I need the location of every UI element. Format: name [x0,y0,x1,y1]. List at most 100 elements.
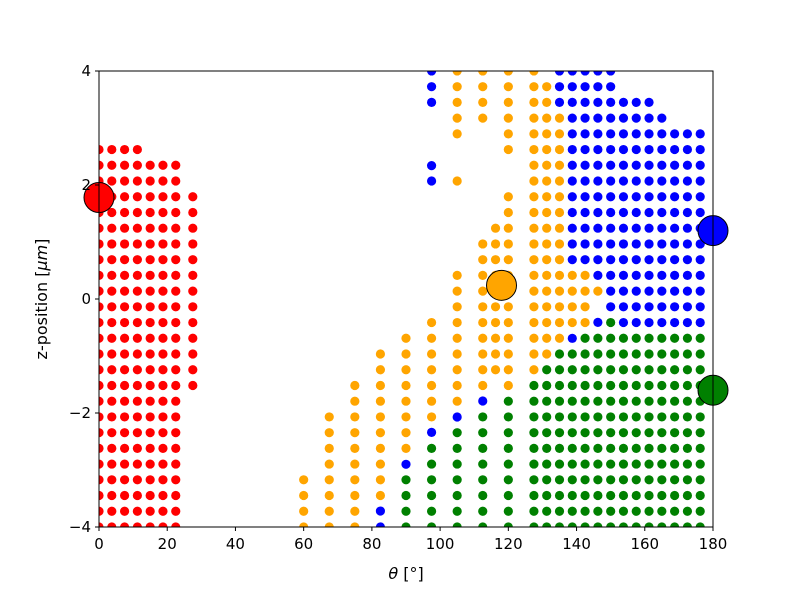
blue-point [631,192,641,202]
red-point [107,144,117,155]
red-point [99,144,104,155]
orange-point [299,490,309,501]
green-point [593,380,603,391]
blue-point [682,302,693,312]
blue-point [682,160,693,170]
blue-point [593,144,603,155]
green-point [554,475,565,485]
orange-point [554,207,565,218]
blue-point [657,192,667,202]
orange-point [375,475,386,485]
blue-point [593,317,603,327]
blue-point [695,286,705,296]
blue-point [682,239,693,249]
green-point [401,522,411,527]
blue-point [580,97,590,108]
blue-point [657,129,667,139]
green-point [580,443,590,453]
green-point [618,443,629,453]
orange-point [542,317,552,328]
orange-point [452,71,462,76]
red-point [158,160,168,170]
blue-point [631,129,641,139]
red-point [119,428,130,438]
red-point [132,412,142,422]
blue-point [682,255,693,265]
green-point [593,396,603,406]
red-point [107,506,117,516]
blue-point [644,207,654,218]
red-point [99,490,104,501]
orange-point [375,396,386,406]
green-point [657,349,667,359]
red-point [132,475,142,485]
green-point [567,522,577,527]
red-point [171,396,181,406]
green-point [695,349,705,359]
blue-point [567,97,577,108]
green-point [478,428,488,438]
blue-point [682,270,693,281]
orange-point [542,192,552,202]
red-point [171,176,181,186]
orange-point [490,333,501,343]
green-point [670,459,680,469]
orange-point [503,144,513,155]
y-tick-label: −2 [69,404,91,422]
orange-point [503,97,513,108]
blue-point [618,113,629,123]
blue-point [657,207,667,218]
orange-point [324,428,334,438]
red-point [132,506,142,516]
green-point [606,522,616,527]
red-point [171,428,181,438]
orange-point [542,207,552,218]
y-axis-label-unit: μm [32,245,51,272]
green-point [631,333,641,343]
green-point [503,475,513,485]
green-point [452,522,462,527]
blue-point [580,144,590,155]
blue-point [593,82,603,92]
blue-point [618,286,629,296]
green-point [606,428,616,438]
green-point [478,459,488,469]
green-point [542,475,552,485]
green-point [593,412,603,422]
red-point [145,522,155,527]
red-point [107,428,117,438]
blue-point [606,302,616,312]
points-layer [99,71,705,527]
red-point [119,396,130,406]
green-point [644,443,654,453]
red-point [158,475,168,485]
green-point [529,506,539,516]
green-point [567,428,577,438]
green-point [542,490,552,501]
green-point [631,396,641,406]
green-point [606,459,616,469]
green-point [618,459,629,469]
blue-point [682,286,693,296]
blue-point [670,270,680,281]
red-point [188,192,198,202]
green-point [426,490,437,501]
red-point [132,239,142,249]
red-point [171,192,181,202]
red-point [107,207,117,218]
red-point [119,506,130,516]
orange-point [542,97,552,108]
blue-point [670,302,680,312]
orange-point [324,443,334,453]
blue-point [618,223,629,233]
orange-point [478,333,488,343]
blue-point [631,239,641,249]
green-point [682,506,693,516]
red-point [171,317,181,328]
red-point [119,223,130,233]
green-point [529,490,539,501]
red-point [171,286,181,296]
green-point [606,396,616,406]
green-point [542,428,552,438]
red-point [145,443,155,453]
